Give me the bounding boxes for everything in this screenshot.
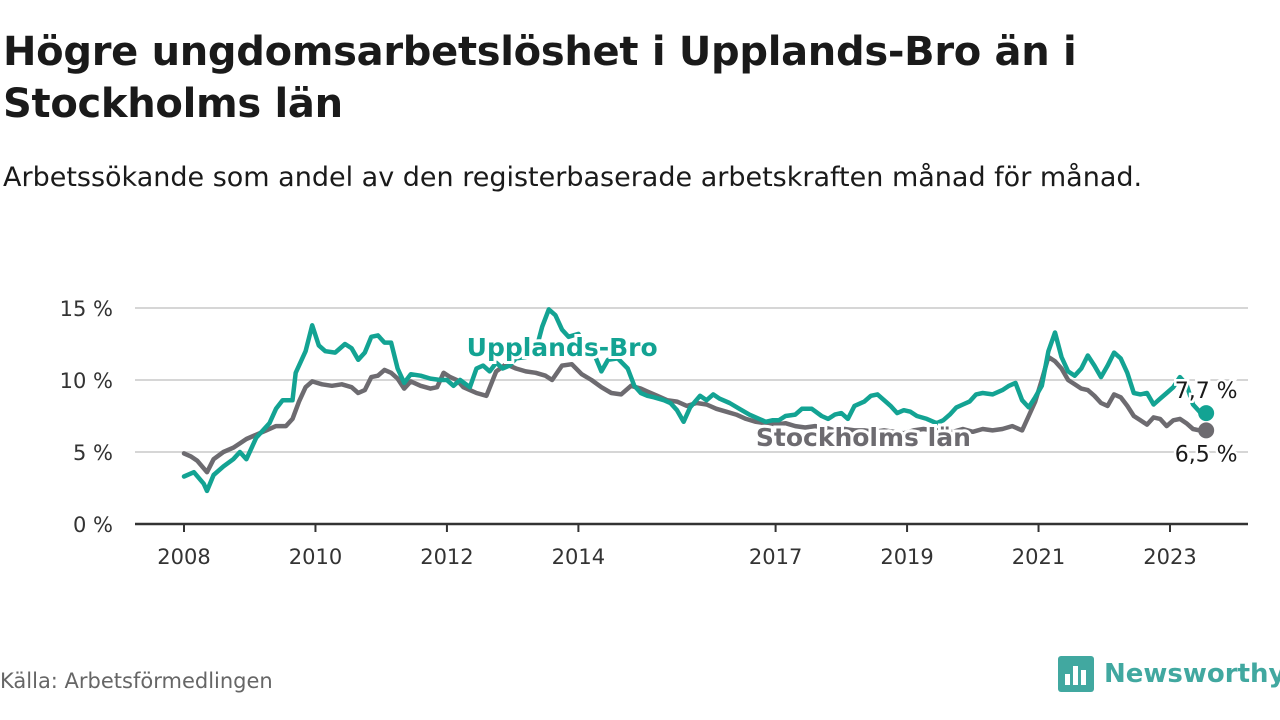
brand-name: Newsworthy [1104, 659, 1280, 689]
x-tick-label: 2019 [880, 545, 933, 569]
x-tick-label: 2021 [1012, 545, 1065, 569]
y-tick-label: 5 % [73, 441, 113, 465]
upplands-bro-end-label: 7,7 % [1175, 379, 1238, 404]
stockholms-lan-line [181, 354, 1209, 475]
y-tick-label: 0 % [73, 513, 113, 537]
bar-chart-logo-icon [1058, 656, 1094, 692]
x-tick-label: 2012 [420, 545, 473, 569]
x-tick-label: 2008 [157, 545, 210, 569]
x-tick-label: 2017 [749, 545, 802, 569]
upplands-bro-line [181, 307, 1209, 494]
brand-logo[interactable]: Newsworthy [1058, 654, 1280, 694]
upplands-bro-end-point [1198, 405, 1215, 422]
stockholms-lan-series-label: Stockholms län [756, 423, 971, 452]
y-tick-label: 15 % [60, 297, 113, 321]
stockholms-lan-end-label: 6,5 % [1175, 442, 1238, 467]
x-tick-label: 2014 [552, 545, 605, 569]
stockholms-lan-end-point [1198, 422, 1215, 439]
x-tick-label: 2010 [289, 545, 342, 569]
chart-subtitle: Arbetssökande som andel av den registerb… [3, 162, 1143, 193]
line-chart: 0 % 5 % 10 % 15 % 2008 2010 2012 2014 2017 2019 20… [60, 297, 1248, 569]
chart-title: Högre ungdomsarbetslöshet i Upplands-Bro… [3, 29, 1077, 127]
upplands-bro-series-label: Upplands-Bro [467, 333, 658, 362]
x-tick-label: 2023 [1143, 545, 1196, 569]
y-tick-label: 10 % [60, 369, 113, 393]
source-note: Källa: Arbetsförmedlingen [0, 669, 273, 693]
